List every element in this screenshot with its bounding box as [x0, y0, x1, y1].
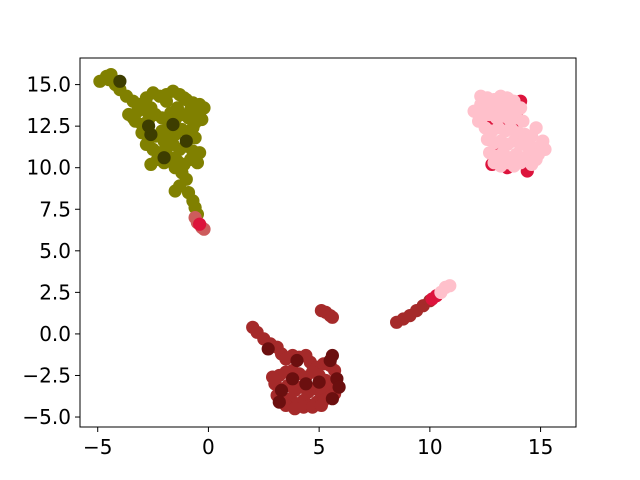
- scatter-point: [186, 121, 200, 135]
- y-tick-label: −2.5: [22, 363, 71, 387]
- x-tick-label: 15: [528, 435, 553, 459]
- x-tick-label: 0: [202, 435, 215, 459]
- scatter-point: [323, 353, 337, 368]
- scatter-point: [168, 161, 182, 175]
- scatter-point: [261, 342, 275, 356]
- scatter-point: [299, 377, 313, 391]
- scatter-point: [193, 217, 207, 231]
- scatter-point: [290, 353, 304, 368]
- scatter-point: [159, 94, 173, 108]
- series-darkolive: [113, 74, 193, 165]
- scatter-point: [142, 119, 156, 133]
- scatter-point: [137, 102, 151, 117]
- x-tick-label: 10: [417, 435, 442, 459]
- scatter-point: [266, 370, 280, 384]
- plot-area-frame: [79, 57, 577, 428]
- scatter-point: [536, 134, 550, 148]
- scatter-point: [190, 156, 204, 170]
- scatter-point: [184, 102, 198, 117]
- scatter-point: [516, 114, 530, 128]
- scatter-points-layer: [93, 68, 552, 416]
- scatter-point: [529, 121, 543, 135]
- scatter-point: [467, 104, 481, 118]
- x-axis-ticks: −5 0 5 10 15: [83, 427, 553, 459]
- x-tick-label: −5: [83, 435, 112, 459]
- y-tick-label: −5.0: [22, 405, 71, 429]
- scatter-point: [325, 310, 339, 324]
- scatter-point: [274, 383, 289, 397]
- scatter-point: [157, 151, 171, 165]
- y-tick-label: 12.5: [26, 114, 71, 138]
- scatter-point: [166, 117, 180, 132]
- scatter-point: [126, 111, 140, 125]
- scatter-point: [312, 375, 326, 389]
- scatter-point: [472, 114, 486, 128]
- y-tick-label: 5.0: [39, 239, 71, 263]
- scatter-point: [144, 157, 158, 171]
- y-tick-label: 0.0: [39, 322, 71, 346]
- scatter-point: [168, 184, 182, 198]
- scatter-point: [157, 134, 171, 148]
- scatter-point: [325, 392, 339, 406]
- series-maroon: [261, 342, 346, 409]
- scatter-point: [272, 395, 286, 409]
- scatter-point: [525, 157, 539, 171]
- scatter-point: [531, 147, 546, 161]
- scatter-point: [164, 106, 178, 120]
- scatter-point: [514, 101, 528, 115]
- series-olive: [93, 68, 211, 221]
- scatter-point: [514, 156, 528, 170]
- y-tick-label: 15.0: [26, 73, 71, 97]
- x-tick-label: 5: [313, 435, 326, 459]
- scatter-point: [113, 74, 127, 88]
- scatter-point: [443, 279, 457, 293]
- series-pink: [434, 89, 552, 299]
- scatter-point: [179, 134, 193, 148]
- y-tick-label: 2.5: [39, 280, 71, 304]
- y-axis-ticks: −5.0 −2.5 0.0 2.5 5.0 7.5 10.0 12.5 15.0: [22, 73, 80, 429]
- scatter-point: [314, 398, 328, 412]
- series-brown: [246, 294, 437, 416]
- scatter-point: [286, 372, 300, 386]
- scatter-point: [332, 380, 346, 394]
- y-tick-label: 10.0: [26, 156, 71, 180]
- scatter-point: [177, 91, 191, 105]
- y-tick-label: 7.5: [39, 197, 71, 221]
